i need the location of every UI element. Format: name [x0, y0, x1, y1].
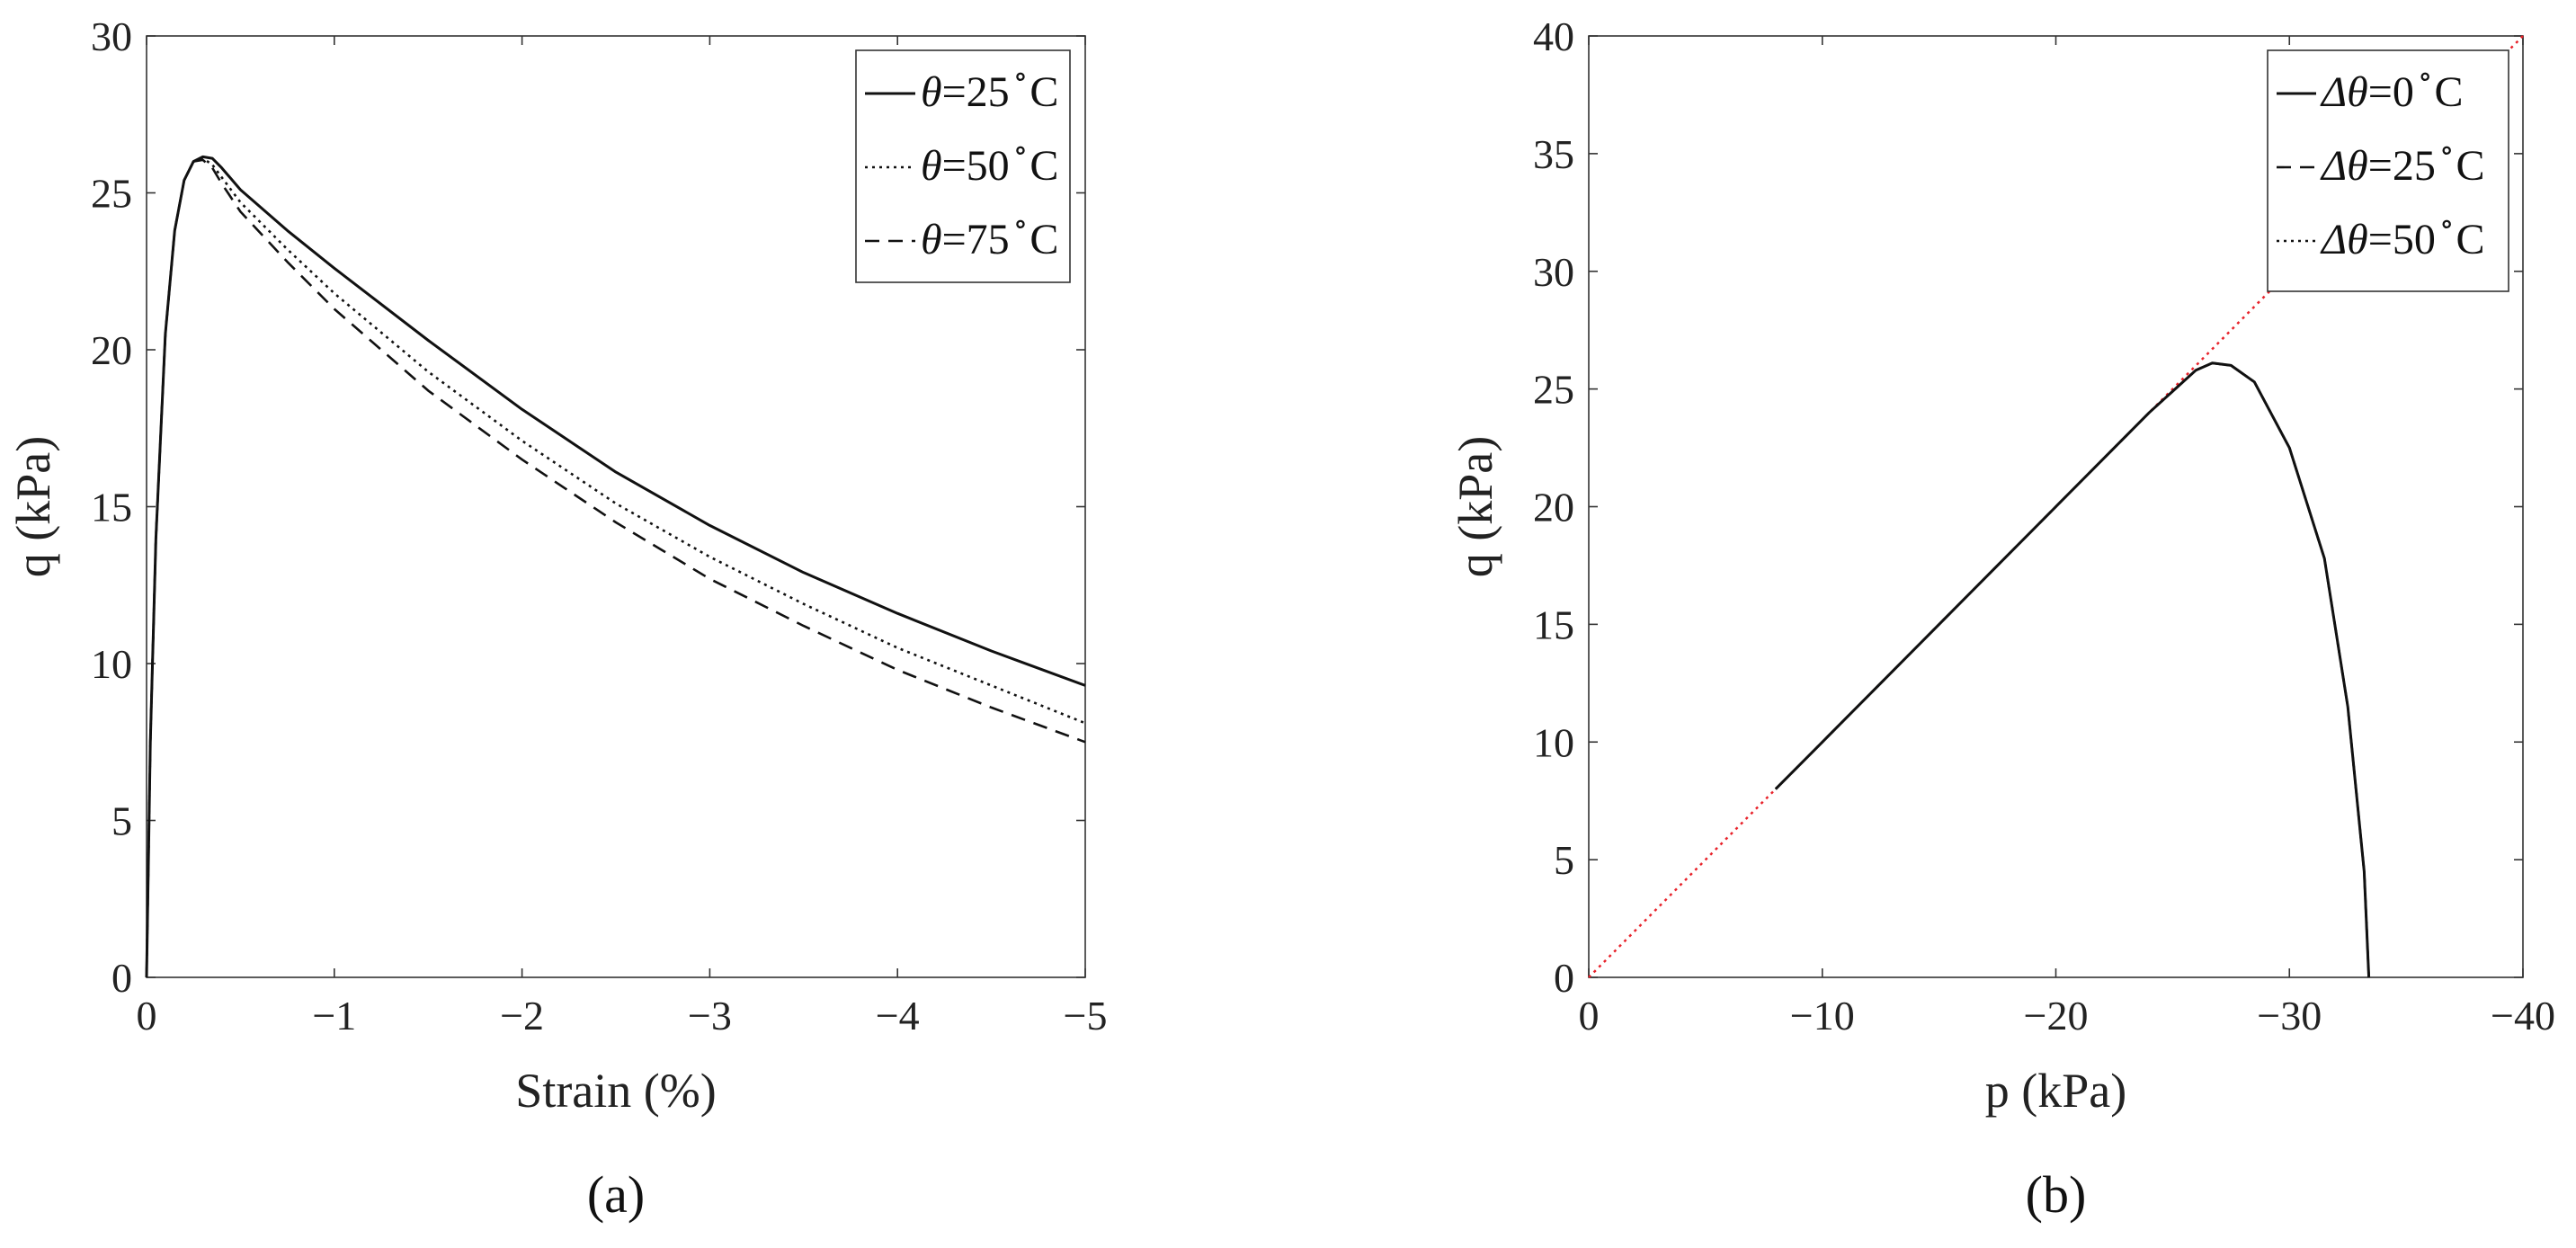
legend-value: =75 [942, 216, 1010, 263]
legend-value: =25 [942, 68, 1010, 116]
x-tick-label: −5 [1064, 993, 1108, 1039]
legend-value: =50 [2368, 216, 2436, 263]
x-tick-label: −2 [500, 993, 544, 1039]
series-line-3 [1774, 361, 2370, 978]
series-line-1 [1774, 361, 2371, 978]
legend: Δθ=0 ∘CΔθ=25 ∘CΔθ=50 ∘C [2267, 49, 2509, 292]
legend-unit: C [1030, 142, 1058, 190]
legend-box [855, 49, 1071, 283]
legend-entry-2: Δθ=25 ∘C [2320, 134, 2485, 190]
x-axis-label: p (kPa) [1985, 1064, 2126, 1118]
legend-symbol: Δθ [2320, 216, 2368, 263]
legend-unit: C [2456, 142, 2485, 190]
series-line-2 [1774, 361, 2370, 978]
x-tick-label: −1 [312, 993, 356, 1039]
legend-unit: C [1030, 216, 1058, 263]
y-tick-label: 25 [91, 171, 132, 217]
chart-panel-1: 0 −1 −2 −3 −4 −5 0 5 10 15 20 25 30 Strain (%) q (kPa)… [6, 13, 1107, 1224]
y-tick-label: 35 [1533, 131, 1574, 177]
y-axis-label: q (kPa) [1448, 436, 1502, 577]
legend-symbol: θ [921, 68, 942, 116]
x-tick-label: 0 [137, 993, 157, 1039]
y-tick-label: 30 [1533, 249, 1574, 295]
legend-value: =25 [2368, 142, 2436, 190]
degree-symbol: ∘ [2439, 208, 2455, 241]
legend-entry-3: Δθ=50 ∘C [2320, 208, 2485, 263]
legend-value: =50 [942, 142, 1010, 190]
x-tick-label: −4 [876, 993, 920, 1039]
legend-symbol: Δθ [2320, 68, 2368, 116]
legend-unit: C [2435, 68, 2464, 116]
legend-entry-1: θ=25 ∘C [921, 60, 1058, 116]
legend-symbol: θ [921, 142, 942, 190]
legend-value: =0 [2368, 68, 2414, 116]
y-axis-label: q (kPa) [6, 436, 60, 577]
legend-entry-2: θ=50 ∘C [921, 134, 1058, 190]
legend-symbol: Δθ [2320, 142, 2368, 190]
y-tick-label: 20 [1533, 485, 1574, 530]
degree-symbol: ∘ [1013, 60, 1029, 94]
degree-symbol: ∘ [2418, 60, 2433, 94]
x-tick-label: −20 [2024, 993, 2089, 1039]
degree-symbol: ∘ [1013, 134, 1029, 167]
legend-box [2267, 49, 2509, 292]
y-tick-label: 15 [91, 485, 132, 530]
series-line-3 [145, 158, 1086, 978]
y-tick-label: 5 [1554, 837, 1574, 883]
x-tick-label: −40 [2491, 993, 2555, 1039]
y-tick-label: 5 [111, 798, 132, 844]
legend-entry-3: θ=75 ∘C [921, 208, 1058, 263]
chart-panel-2: 0 −10 −20 −30 −40 0 5 10 15 20 25 30 35 40 p (kPa) q (k… [1448, 13, 2555, 1224]
x-tick-label: 0 [1579, 993, 1600, 1039]
x-tick-label: −10 [1790, 993, 1855, 1039]
legend-unit: C [1030, 68, 1058, 116]
y-tick-label: 0 [111, 955, 132, 1001]
y-tick-label: 15 [1533, 602, 1574, 647]
y-tick-label: 40 [1533, 13, 1574, 59]
y-tick-label: 25 [1533, 367, 1574, 413]
x-tick-label: −30 [2257, 993, 2322, 1039]
panel-label: (a) [587, 1165, 645, 1224]
x-tick-label: −3 [688, 993, 732, 1039]
y-tick-label: 10 [91, 641, 132, 687]
legend-entry-1: Δθ=0 ∘C [2320, 60, 2464, 116]
legend-unit: C [2456, 216, 2485, 263]
y-tick-label: 10 [1533, 719, 1574, 765]
y-tick-label: 0 [1554, 955, 1574, 1001]
y-tick-label: 30 [91, 13, 132, 59]
x-axis-label: Strain (%) [515, 1064, 716, 1118]
degree-symbol: ∘ [1013, 208, 1029, 241]
panel-label: (b) [2026, 1165, 2087, 1224]
degree-symbol: ∘ [2439, 134, 2455, 167]
legend-symbol: θ [921, 216, 942, 263]
y-tick-label: 20 [91, 327, 132, 373]
legend: θ=25 ∘Cθ=50 ∘Cθ=75 ∘C [855, 49, 1071, 283]
